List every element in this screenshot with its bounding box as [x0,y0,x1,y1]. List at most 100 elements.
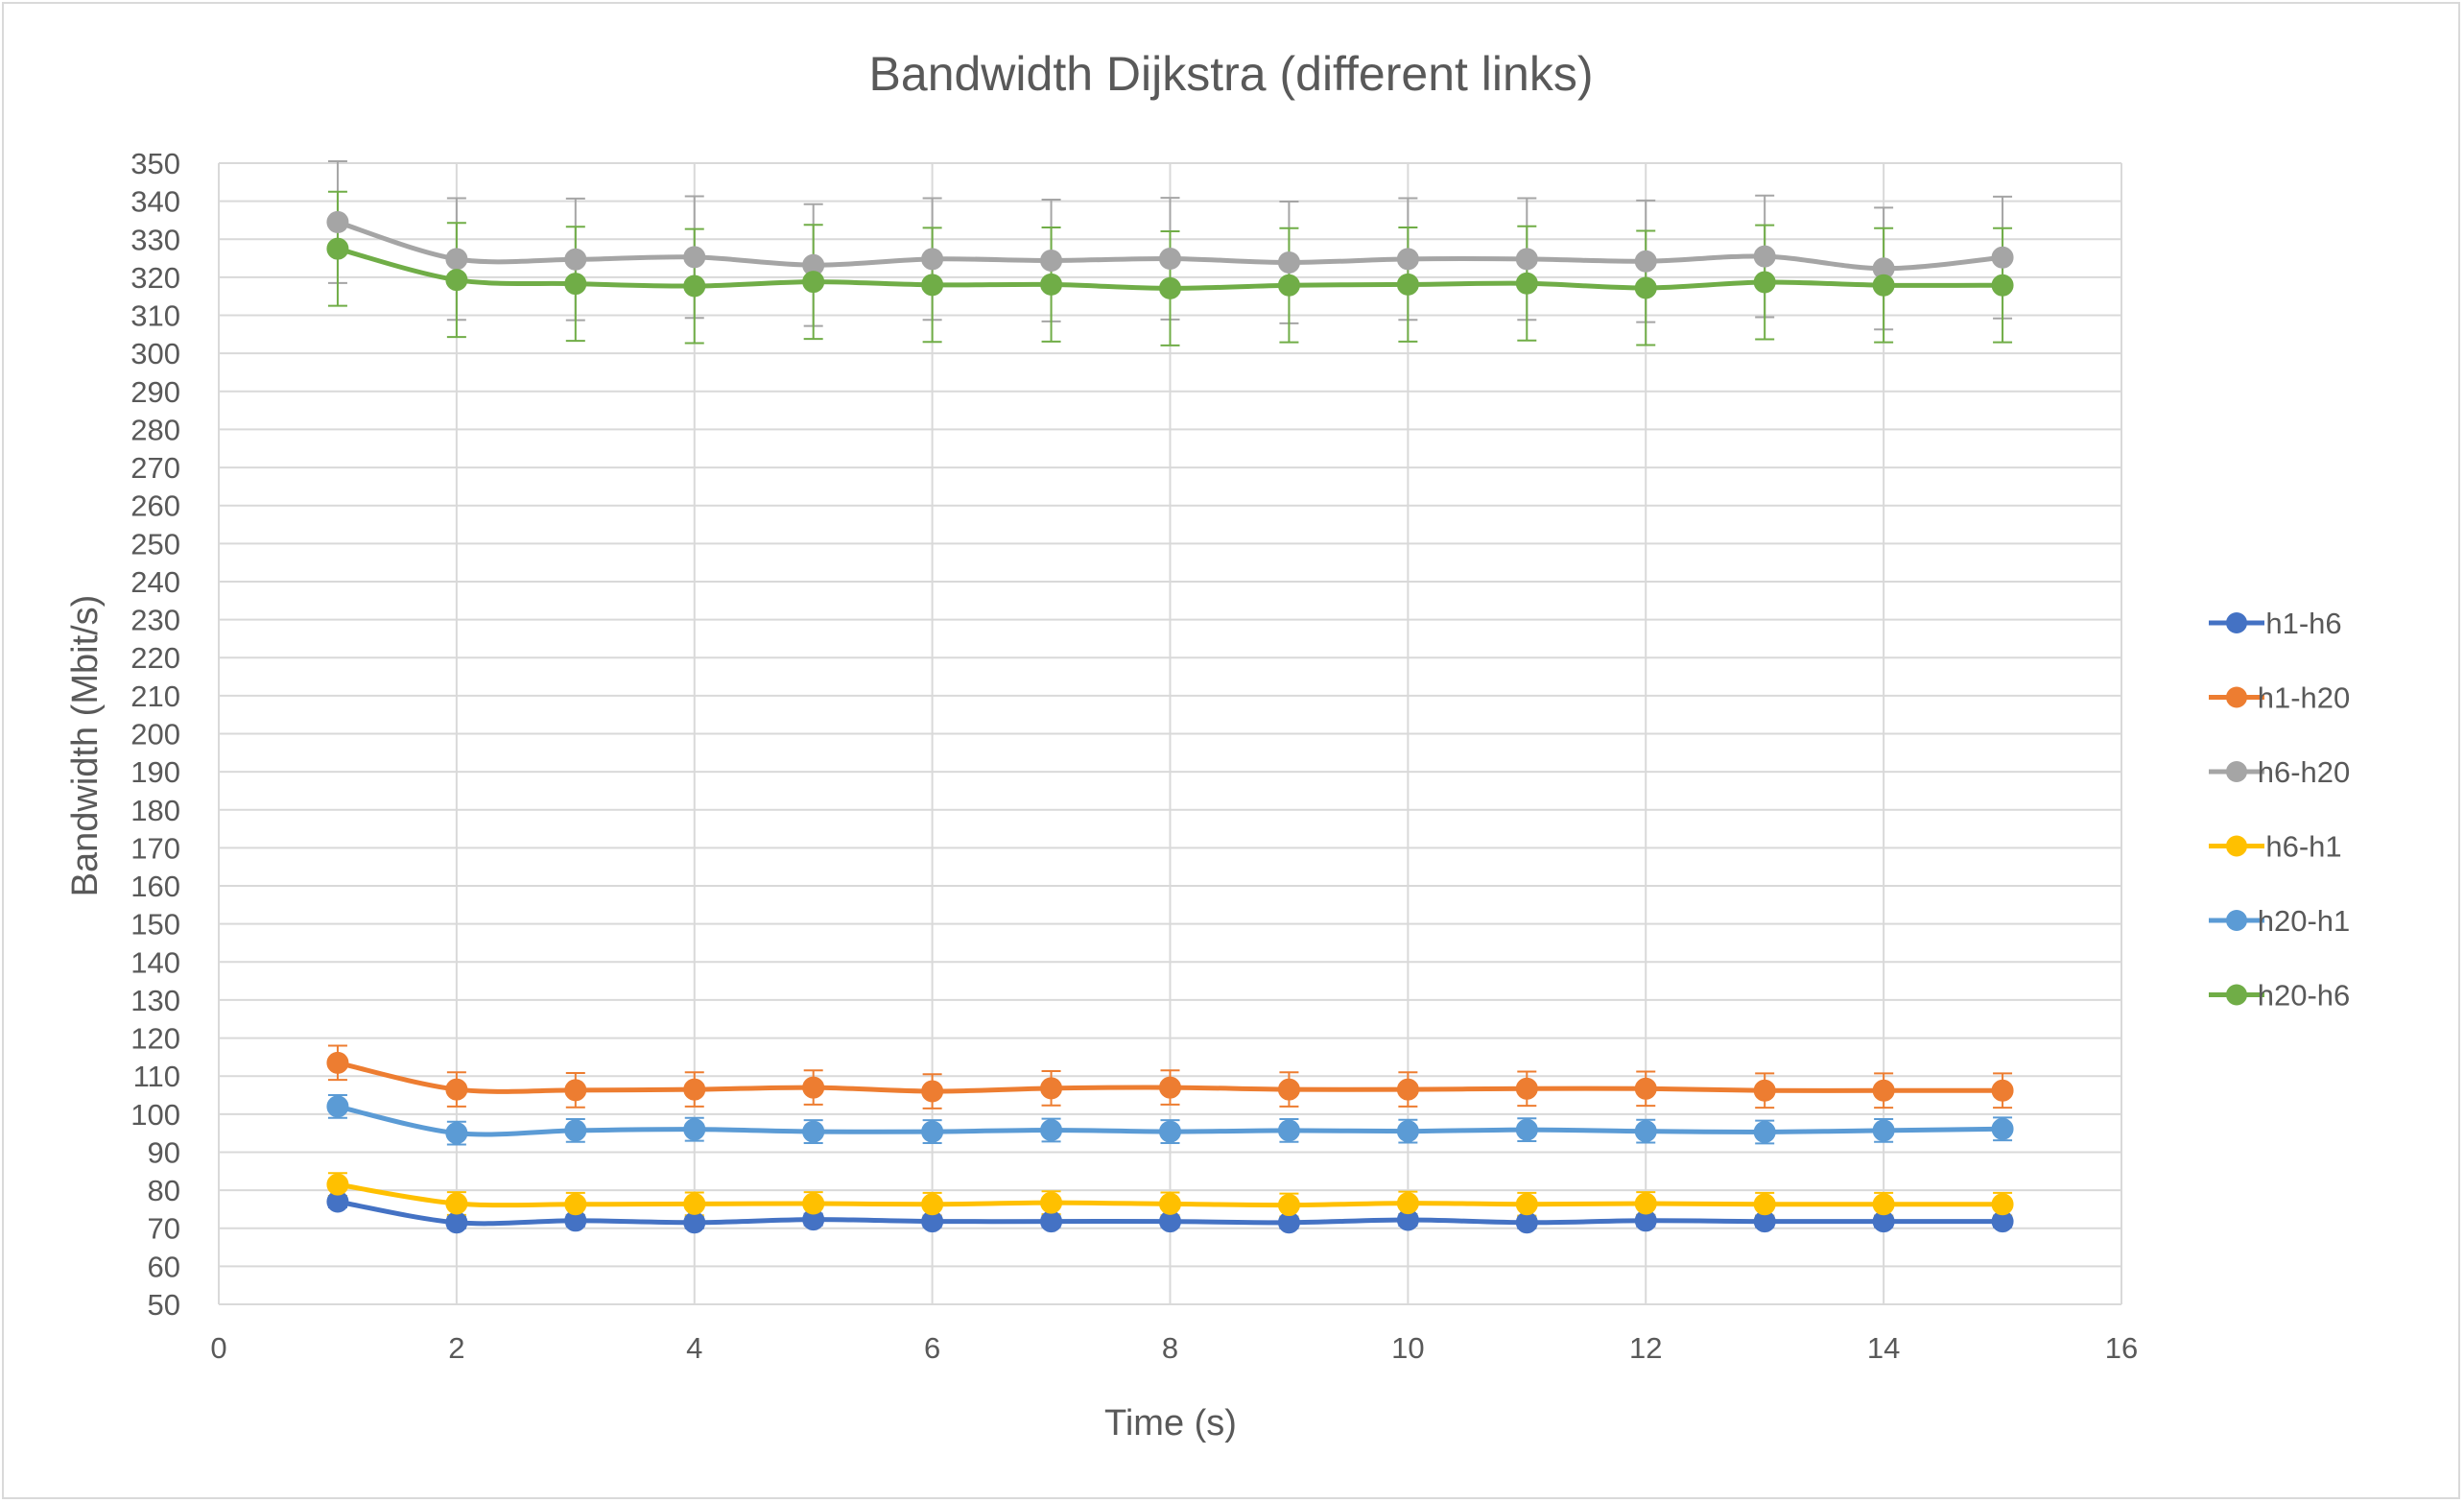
y-tick-label: 100 [130,1098,180,1132]
data-point-h20-h1 [802,1120,825,1143]
y-tick-label: 340 [130,185,180,219]
legend-label: h20-h6 [2258,979,2351,1013]
data-point-h20-h1 [921,1120,944,1143]
data-point-h20-h1 [1277,1119,1300,1142]
data-point-h20-h6 [326,237,349,260]
data-point-h20-h6 [445,269,468,292]
data-point-h20-h6 [1872,274,1895,297]
data-point-h6-h20 [1159,247,1181,270]
data-point-h20-h1 [1040,1118,1063,1141]
x-tick-label: 0 [210,1331,226,1365]
y-tick-label: 270 [130,451,180,485]
data-point-h20-h1 [1396,1120,1419,1143]
legend-swatch-marker [2226,835,2247,857]
data-point-h20-h1 [1634,1120,1657,1143]
y-tick-label: 310 [130,299,180,333]
data-point-h20-h1 [1753,1120,1776,1143]
data-point-h6-h20 [1634,250,1657,273]
y-tick-label: 190 [130,755,180,789]
data-point-h6-h1 [1991,1193,2014,1216]
x-tick-labels: 0 2 4 6 8 10 12 14 16 [210,1331,2138,1365]
y-tick-label: 130 [130,984,180,1017]
legend: h1-h6 h1-h20 h6-h20 h6-h1 h20-h1 h20-h6 [2209,607,2350,1013]
data-point-h20-h6 [1515,272,1538,295]
data-point-h6-h20 [1515,248,1538,271]
y-tick-label: 200 [130,718,180,752]
y-tick-label: 70 [148,1212,180,1246]
data-point-h20-h6 [921,274,944,297]
y-tick-label: 350 [130,147,180,180]
y-tick-label: 290 [130,375,180,409]
y-tick-label: 180 [130,794,180,827]
data-point-h6-h1 [564,1193,587,1216]
data-point-h20-h1 [1991,1117,2014,1140]
data-point-h20-h6 [1396,273,1419,296]
data-point-h20-h1 [564,1119,587,1142]
data-point-h20-h6 [1040,273,1063,296]
data-point-h1-h20 [445,1078,468,1101]
data-point-h1-h20 [1872,1079,1895,1102]
data-point-h1-h20 [683,1078,706,1101]
data-point-h20-h1 [326,1095,349,1118]
y-tick-label: 90 [148,1135,180,1169]
data-point-h6-h20 [683,246,706,269]
legend-label: h1-h6 [2265,607,2341,640]
y-tick-label: 260 [130,489,180,523]
data-point-h6-h20 [445,248,468,271]
x-tick-label: 12 [1629,1331,1662,1365]
data-point-h6-h20 [1753,245,1776,268]
data-point-h6-h1 [802,1192,825,1215]
data-point-h1-h20 [1753,1079,1776,1102]
data-point-h6-h1 [1277,1194,1300,1217]
legend-swatch-marker [2226,910,2247,931]
legend-swatch-marker [2226,984,2247,1006]
y-tick-label: 330 [130,223,180,256]
x-tick-label: 10 [1391,1331,1424,1365]
x-tick-label: 16 [2105,1331,2138,1365]
data-point-h1-h6 [445,1211,468,1234]
data-point-h1-h20 [1991,1079,2014,1102]
data-point-h1-h6 [683,1211,706,1234]
legend-label: h1-h20 [2258,681,2351,715]
x-tick-label: 6 [924,1331,940,1365]
data-point-h20-h6 [1753,271,1776,294]
legend-swatch-marker [2226,686,2247,708]
data-point-h6-h1 [1872,1193,1895,1216]
data-point-h20-h6 [1991,274,2014,297]
chart-title: Bandwidth Dijkstra (different links) [869,47,1594,101]
y-tick-label: 280 [130,413,180,446]
data-point-h1-h20 [1040,1077,1063,1100]
data-point-h20-h6 [683,274,706,298]
data-point-h6-h20 [564,248,587,271]
data-point-h20-h1 [1159,1120,1181,1143]
y-tick-label: 220 [130,641,180,675]
data-point-h6-h1 [1634,1192,1657,1215]
y-tick-label: 320 [130,261,180,295]
data-point-h20-h1 [683,1118,706,1141]
y-tick-label: 240 [130,565,180,599]
y-tick-label: 250 [130,527,180,561]
grid-layer [218,162,2122,1305]
data-point-h1-h6 [1040,1210,1063,1233]
y-tick-label: 110 [133,1060,180,1093]
y-tick-label: 140 [130,945,180,979]
data-point-h1-h20 [1396,1078,1419,1101]
data-point-h6-h20 [921,248,944,271]
data-point-h6-h1 [1159,1192,1181,1215]
data-point-h20-h6 [1159,276,1181,299]
y-tick-label: 150 [130,908,180,942]
data-point-h20-h6 [1277,274,1300,297]
data-point-h6-h1 [683,1192,706,1215]
y-tick-label: 300 [130,337,180,370]
y-tick-label: 80 [148,1174,180,1207]
data-point-h6-h20 [1040,249,1063,272]
y-tick-label: 120 [130,1022,180,1056]
data-point-h6-h20 [1991,246,2014,269]
data-point-h1-h20 [326,1051,349,1074]
data-point-h1-h20 [1159,1076,1181,1099]
data-point-h1-h20 [1277,1078,1300,1101]
data-point-h20-h6 [1634,276,1657,299]
